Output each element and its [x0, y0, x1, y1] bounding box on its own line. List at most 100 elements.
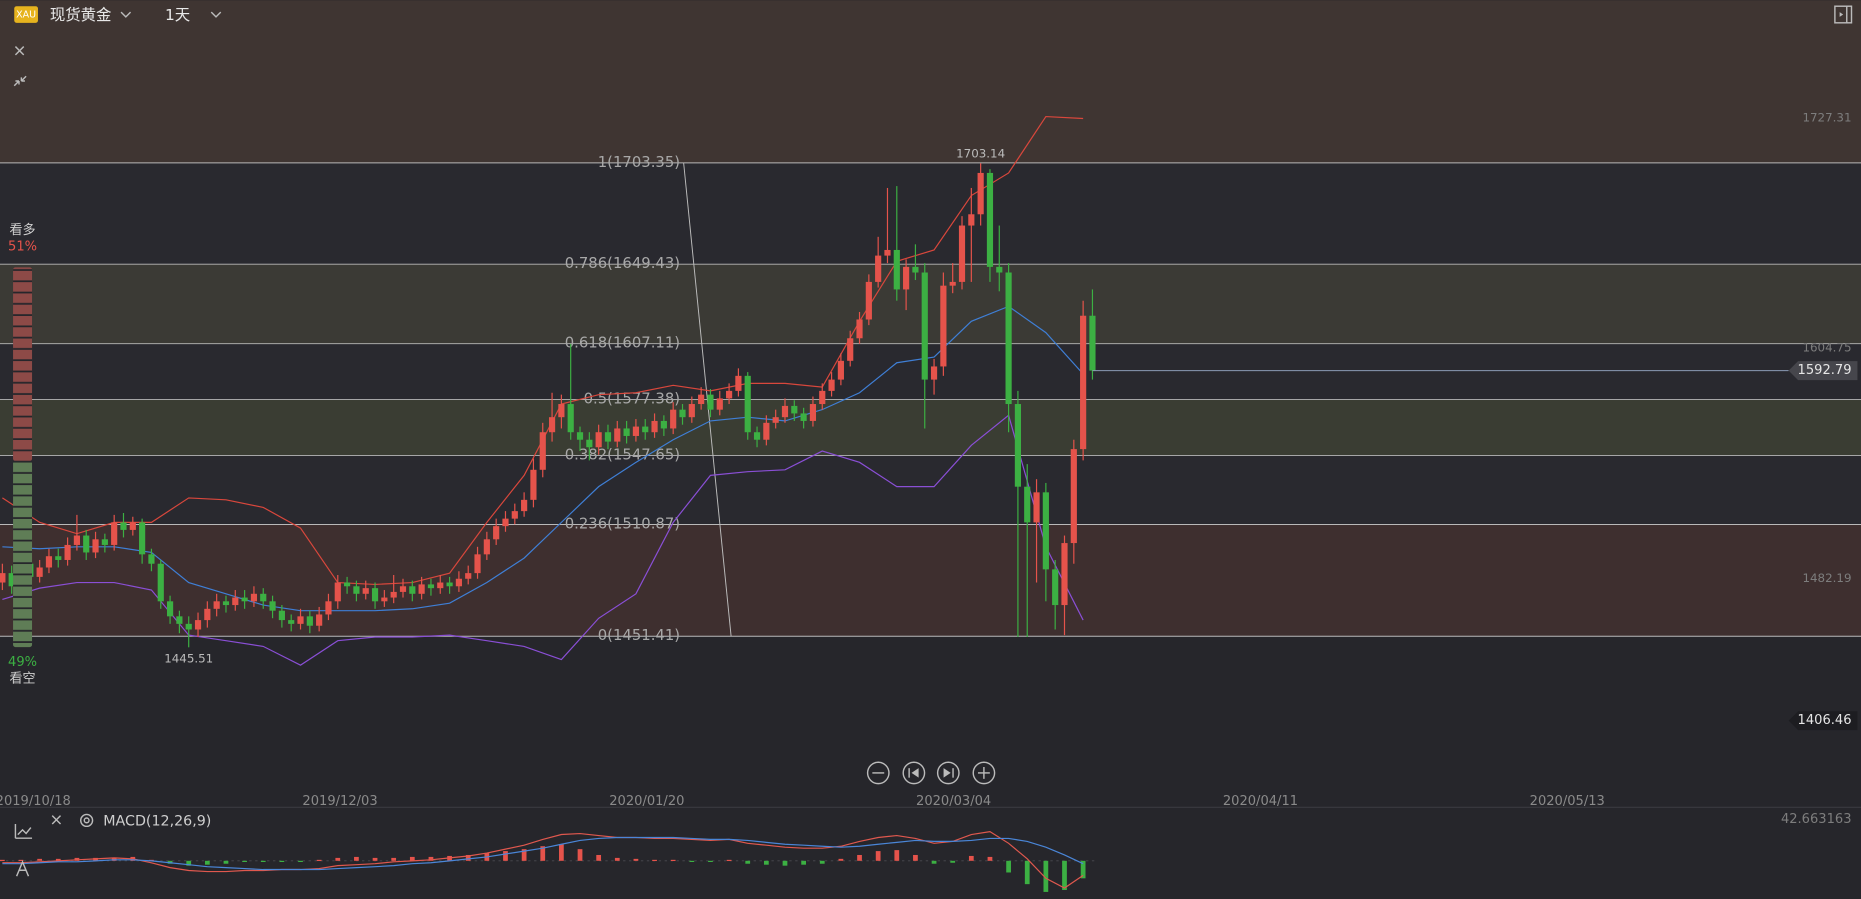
candle-body	[856, 319, 863, 339]
zoom-out[interactable]	[866, 761, 890, 785]
y-tick-label: 1727.31	[1802, 110, 1851, 124]
candle-body	[1070, 449, 1077, 544]
candle-body	[884, 249, 891, 256]
candle-body	[642, 426, 649, 433]
candle-body	[1005, 272, 1012, 405]
macd-hist	[819, 860, 825, 864]
candle-body	[567, 404, 574, 433]
fib-zone	[0, 343, 1861, 400]
macd-hist	[18, 859, 24, 862]
macd-hist	[652, 859, 657, 862]
interval-caret[interactable]	[210, 11, 222, 18]
candle-body	[604, 432, 612, 442]
candle-body	[521, 499, 528, 512]
candle-body	[446, 582, 453, 587]
candle-body	[129, 522, 136, 530]
candle-body	[958, 225, 966, 282]
symbol-caret[interactable]	[120, 11, 132, 18]
fib-label: 0.5(1577.38)	[584, 391, 680, 408]
candle-body	[1052, 569, 1059, 606]
candle-body	[1024, 486, 1031, 523]
candle-body	[204, 608, 211, 621]
macd-hist	[521, 849, 527, 861]
candle-body	[688, 404, 695, 418]
macd-hist	[223, 860, 229, 864]
bull-label: 看多	[9, 222, 35, 238]
candle-body	[744, 375, 751, 433]
fib-label: 0(1451.41)	[598, 627, 680, 644]
macd-hist	[55, 858, 61, 861]
candle-body	[753, 432, 761, 440]
candle-body	[64, 544, 71, 560]
x-tick-label: 2020/05/13	[1530, 794, 1605, 809]
bear-label: 看空	[9, 671, 35, 687]
candle-body	[716, 398, 723, 410]
candle-body	[949, 281, 956, 286]
symbol-icon-text: XAU	[16, 10, 36, 21]
candle-body	[92, 539, 99, 553]
macd-hist	[875, 851, 881, 861]
candle-body	[111, 522, 118, 545]
candle-body	[1089, 315, 1096, 371]
candle-body	[120, 522, 127, 530]
candle-body	[940, 285, 947, 367]
candle-body	[558, 404, 565, 418]
candle-body	[139, 522, 146, 555]
candle-body	[83, 535, 90, 553]
macd-close[interactable]	[51, 815, 62, 825]
y-tick-label: 1604.75	[1802, 341, 1851, 355]
macd-settings[interactable]	[79, 813, 94, 828]
scroll-end[interactable]	[936, 761, 960, 785]
x-tick-label: 2020/04/11	[1223, 794, 1298, 809]
candle-body	[0, 573, 6, 583]
zoom-in[interactable]	[972, 761, 996, 785]
candle-body	[726, 390, 733, 399]
macd-hist	[316, 859, 322, 862]
macd-hist	[857, 854, 862, 861]
candle-body	[809, 404, 817, 421]
indicator-icon[interactable]	[14, 823, 33, 839]
candle-body	[977, 172, 984, 215]
candle-body	[903, 266, 910, 290]
candle-body	[483, 539, 490, 555]
candle-body	[968, 214, 975, 226]
candle-body	[222, 601, 230, 606]
fib-zone	[0, 0, 1861, 163]
candle-body	[986, 172, 994, 267]
candle-body	[912, 266, 919, 273]
macd-chart: MACD(12,26,9) 42.663163	[0, 806, 1861, 892]
macd-tick-label: 42.663163	[1781, 812, 1852, 827]
collapse-button[interactable]	[13, 75, 27, 87]
macd-hist	[801, 860, 806, 865]
close-button[interactable]	[14, 46, 25, 56]
draw-tool-icon[interactable]	[15, 860, 30, 877]
macd-hist	[409, 856, 415, 861]
candle-body	[530, 469, 537, 500]
candle-body	[828, 379, 835, 391]
macd-hist	[242, 860, 247, 862]
axis-marker-text: 1406.46	[1798, 713, 1852, 728]
candle-body	[325, 601, 332, 615]
fib-label: 0.786(1649.43)	[565, 255, 680, 272]
candle-body	[493, 526, 500, 540]
scroll-start[interactable]	[902, 761, 926, 785]
candle-body	[893, 249, 900, 290]
candle-body	[576, 432, 584, 440]
candle-body	[250, 593, 258, 602]
macd-hist	[763, 860, 769, 865]
macd-title: MACD(12,26,9)	[103, 814, 211, 830]
macd-hist	[204, 860, 210, 865]
candle-body	[241, 597, 248, 602]
candle-body	[157, 563, 164, 602]
candle-body	[921, 272, 928, 380]
sidebar-toggle[interactable]	[1834, 5, 1853, 24]
fib-zone	[0, 455, 1861, 525]
fib-label: 0.382(1547.65)	[565, 446, 680, 463]
interval[interactable]: 1天	[165, 6, 190, 24]
candle-body	[176, 616, 183, 624]
symbol-name[interactable]: 现货黄金	[50, 6, 112, 24]
macd-hist	[1043, 860, 1049, 892]
candle-body	[148, 554, 155, 564]
candle-body	[1042, 492, 1049, 570]
